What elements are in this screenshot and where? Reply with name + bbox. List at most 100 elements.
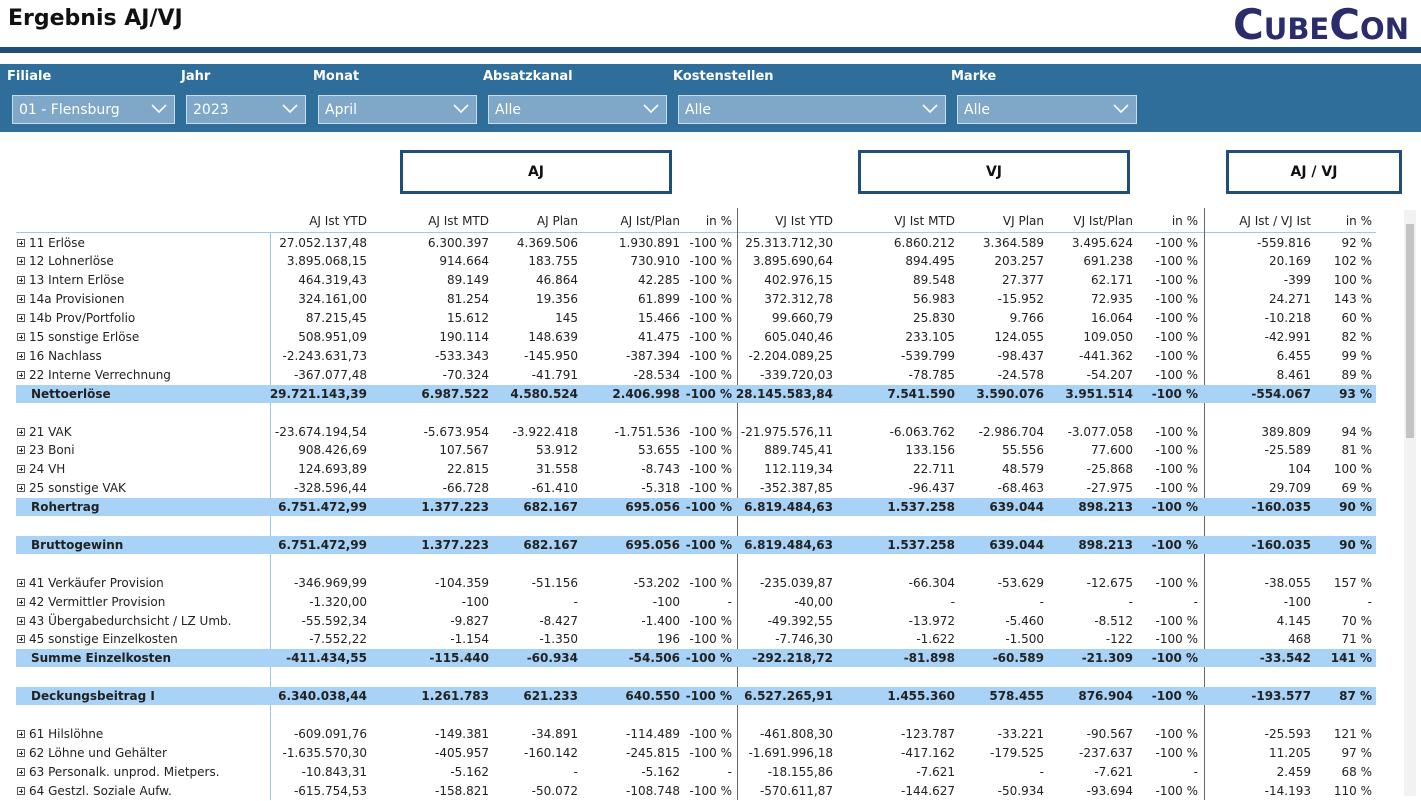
dropdown-arrow[interactable] — [1113, 104, 1129, 114]
expand-icon[interactable] — [17, 295, 25, 304]
filter-dropdown[interactable]: 2023 — [186, 95, 306, 124]
row-label[interactable]: 23 Boni — [29, 443, 75, 458]
expand-icon[interactable] — [17, 276, 25, 285]
cell-value: -1.400 — [641, 613, 680, 628]
dropdown-arrow[interactable] — [453, 104, 469, 114]
cell-value: 81.254 — [447, 292, 489, 307]
dropdown-arrow[interactable] — [922, 104, 938, 114]
scrollbar-thumb[interactable] — [1406, 224, 1414, 438]
cell-value: 29.709 — [1269, 481, 1311, 496]
expand-icon[interactable] — [17, 370, 25, 379]
cell-value: -24.578 — [997, 367, 1044, 382]
cell-value: -145.950 — [524, 348, 578, 363]
filter-value[interactable]: April — [325, 102, 357, 118]
cell-value: 6.300.397 — [427, 235, 489, 250]
expand-icon[interactable] — [17, 578, 25, 587]
row-label[interactable]: 14b Prov/Portfolio — [29, 311, 136, 326]
filter-value[interactable]: 2023 — [193, 102, 229, 118]
cell-value: 41.475 — [638, 330, 680, 344]
expand-icon[interactable] — [17, 314, 25, 323]
expand-icon[interactable] — [17, 729, 25, 738]
expand-icon[interactable] — [17, 446, 25, 455]
cell-value: -34.891 — [531, 726, 578, 741]
cell-value: -100 % — [685, 689, 732, 704]
cell-value: -9.827 — [450, 613, 489, 628]
cell-value: 87 % — [1339, 689, 1372, 704]
row-label[interactable]: 13 Intern Erlöse — [29, 273, 125, 288]
cell-value: -100 % — [689, 575, 732, 590]
total-row-band — [16, 649, 1376, 668]
expand-icon[interactable] — [17, 767, 25, 776]
cell-value: -100 % — [685, 500, 732, 515]
cell-value: -54.506 — [628, 651, 680, 666]
cell-value: -237.637 — [1079, 745, 1133, 760]
row-label[interactable]: 15 sonstige Erlöse — [29, 330, 140, 344]
filter-dropdown[interactable]: Alle — [488, 95, 667, 124]
filter-value[interactable]: Alle — [685, 102, 711, 118]
column-header: AJ Ist MTD — [428, 214, 489, 228]
row-label[interactable]: 63 Personalk. unprod. Mietpers. — [29, 764, 220, 779]
expand-icon[interactable] — [17, 465, 25, 474]
expand-icon[interactable] — [17, 238, 25, 247]
expand-icon[interactable] — [17, 786, 25, 795]
total-label: Bruttogewinn — [31, 537, 124, 552]
filter-dropdown[interactable]: April — [318, 95, 477, 124]
row-label[interactable]: 21 VAK — [29, 424, 72, 439]
expand-icon[interactable] — [17, 748, 25, 757]
cell-value: 16.064 — [1091, 311, 1133, 326]
expand-icon[interactable] — [17, 257, 25, 266]
total-row-band — [16, 687, 1376, 706]
filter-value[interactable]: Alle — [964, 102, 990, 118]
row-label[interactable]: 25 sonstige VAK — [29, 481, 126, 496]
filter-value[interactable]: 01 - Flensburg — [19, 102, 120, 118]
row-label[interactable]: 43 Übergabedurchsicht / LZ Umb. — [29, 613, 232, 628]
cell-value: -100 % — [689, 348, 732, 363]
filter-value[interactable]: Alle — [495, 102, 521, 118]
dropdown-arrow[interactable] — [282, 104, 298, 114]
cell-value: -5.318 — [641, 481, 680, 496]
cell-value: 621.233 — [523, 689, 578, 704]
cell-value: 578.455 — [989, 689, 1044, 704]
filter-dropdown[interactable]: 01 - Flensburg — [12, 95, 175, 124]
cell-value: -38.055 — [1264, 575, 1311, 590]
expand-icon[interactable] — [17, 484, 25, 493]
filter-dropdown[interactable]: Alle — [678, 95, 946, 124]
expand-icon[interactable] — [17, 616, 25, 625]
row-label[interactable]: 14a Provisionen — [29, 292, 125, 307]
column-header: VJ Plan — [1002, 214, 1044, 228]
row-label[interactable]: 16 Nachlass — [29, 348, 102, 363]
dropdown-arrow[interactable] — [643, 104, 659, 114]
cell-value: -8.427 — [539, 613, 578, 628]
row-label[interactable]: 64 Gestzl. Soziale Aufw. — [29, 783, 172, 798]
row-label[interactable]: 62 Löhne und Gehälter — [29, 745, 167, 760]
dropdown-arrow[interactable] — [151, 104, 167, 114]
cell-value: 107.567 — [439, 443, 489, 458]
row-label[interactable]: 45 sonstige Einzelkosten — [29, 632, 178, 647]
cell-value: -100 % — [1155, 726, 1198, 741]
cell-value: -100 — [1283, 594, 1311, 609]
expand-icon[interactable] — [17, 427, 25, 436]
logo: CubeCon — [1232, 0, 1409, 49]
row-label[interactable]: 24 VH — [29, 462, 66, 477]
row-label[interactable]: 11 Erlöse — [29, 235, 85, 250]
total-label: Deckungsbeitrag I — [31, 689, 155, 704]
expand-icon[interactable] — [17, 333, 25, 341]
expand-icon[interactable] — [17, 597, 25, 606]
row-label[interactable]: 42 Vermittler Provision — [29, 594, 166, 609]
cell-value: 94 % — [1341, 424, 1373, 439]
cell-value: 695.056 — [625, 537, 680, 552]
row-label[interactable]: 61 Hilslöhne — [29, 726, 104, 741]
row-label[interactable]: 12 Lohnerlöse — [29, 254, 114, 269]
cell-value: 6.455 — [1276, 348, 1311, 363]
filter-dropdown[interactable]: Alle — [957, 95, 1137, 124]
row-label[interactable]: 22 Interne Verrechnung — [29, 367, 171, 382]
row-label[interactable]: 41 Verkäufer Provision — [29, 575, 164, 590]
cell-value: 71 % — [1341, 632, 1373, 647]
cell-value: -346.969,99 — [293, 575, 367, 590]
cell-value: -100 % — [1155, 330, 1198, 344]
cell-value: -21.309 — [1081, 651, 1133, 666]
expand-icon[interactable] — [17, 351, 25, 360]
cell-value: -25.593 — [1264, 726, 1311, 741]
cell-value: 7.541.590 — [887, 386, 955, 401]
expand-icon[interactable] — [17, 635, 25, 644]
